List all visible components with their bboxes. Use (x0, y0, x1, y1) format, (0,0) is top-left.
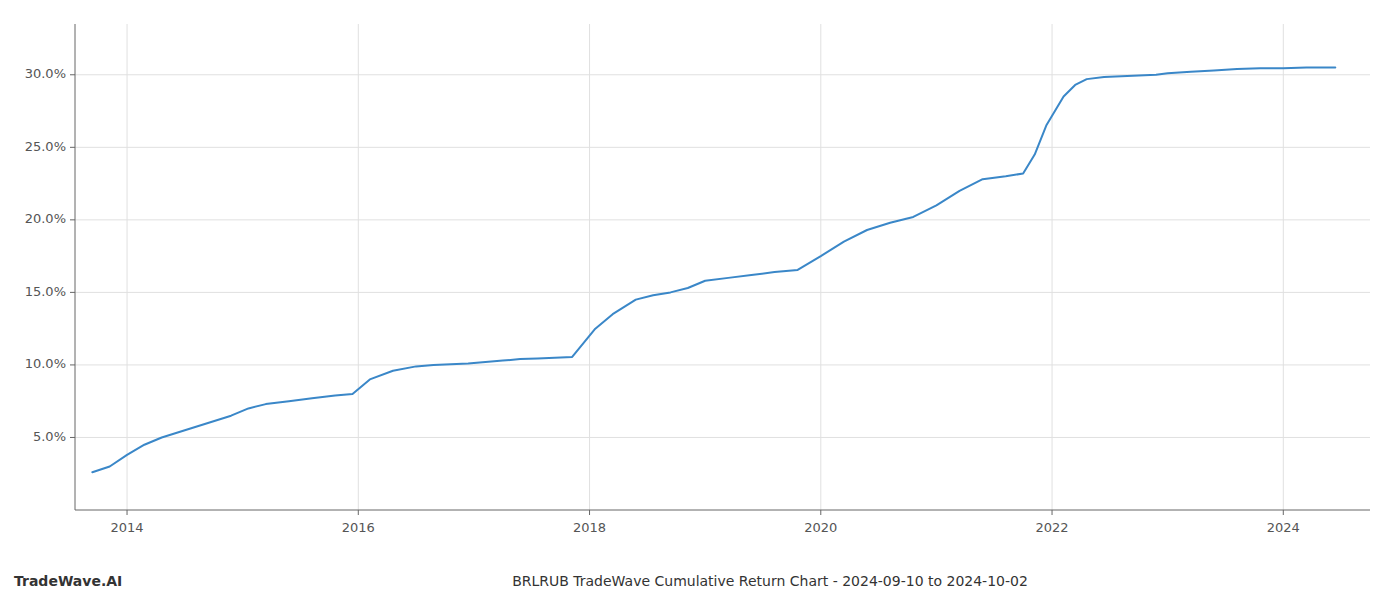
grid-line-y (75, 219, 1370, 220)
y-tick-label: 20.0% (25, 211, 66, 226)
y-tick-label: 15.0% (25, 284, 66, 299)
grid-line-y (75, 74, 1370, 75)
x-tick (127, 510, 128, 515)
chart: 2014 2016 2018 2020 2022 2024 5.0% 10.0% 15.0% 20… (0, 0, 1400, 600)
y-tick (70, 219, 75, 220)
x-tick-label: 2020 (804, 520, 837, 535)
x-tick-label: 2016 (342, 520, 375, 535)
title: BRLRUB TradeWave Cumulative Return Chart… (512, 573, 1028, 589)
x-tick-label: 2022 (1035, 520, 1068, 535)
y-tick (70, 364, 75, 365)
x-tick (1283, 510, 1284, 515)
line (92, 68, 1335, 473)
x-axis-line (75, 510, 1370, 511)
grid-line-y (75, 147, 1370, 148)
axes: 2014 2016 2018 2020 2022 2024 5.0% 10.0% 15.0% 20… (25, 24, 1370, 535)
y-tick-label: 10.0% (25, 356, 66, 371)
y-tick-label: 30.0% (25, 66, 66, 81)
grid-line-y (75, 292, 1370, 293)
y-tick (70, 74, 75, 75)
y-tick-label: 25.0% (25, 139, 66, 154)
watermark: TradeWave.AI (14, 573, 122, 589)
y-tick (70, 437, 75, 438)
x-tick (589, 510, 590, 515)
y-tick (70, 292, 75, 293)
x-tick-label: 2014 (110, 520, 143, 535)
grid (75, 24, 1370, 510)
grid-line-y (75, 437, 1370, 438)
x-tick (820, 510, 821, 515)
x-tick-label: 2024 (1267, 520, 1300, 535)
plot-area (92, 68, 1335, 473)
grid-line-y (75, 364, 1370, 365)
x-tick (1052, 510, 1053, 515)
x-tick (358, 510, 359, 515)
y-tick-label: 5.0% (33, 429, 66, 444)
x-tick-label: 2018 (573, 520, 606, 535)
background (0, 0, 1400, 600)
y-tick (70, 147, 75, 148)
